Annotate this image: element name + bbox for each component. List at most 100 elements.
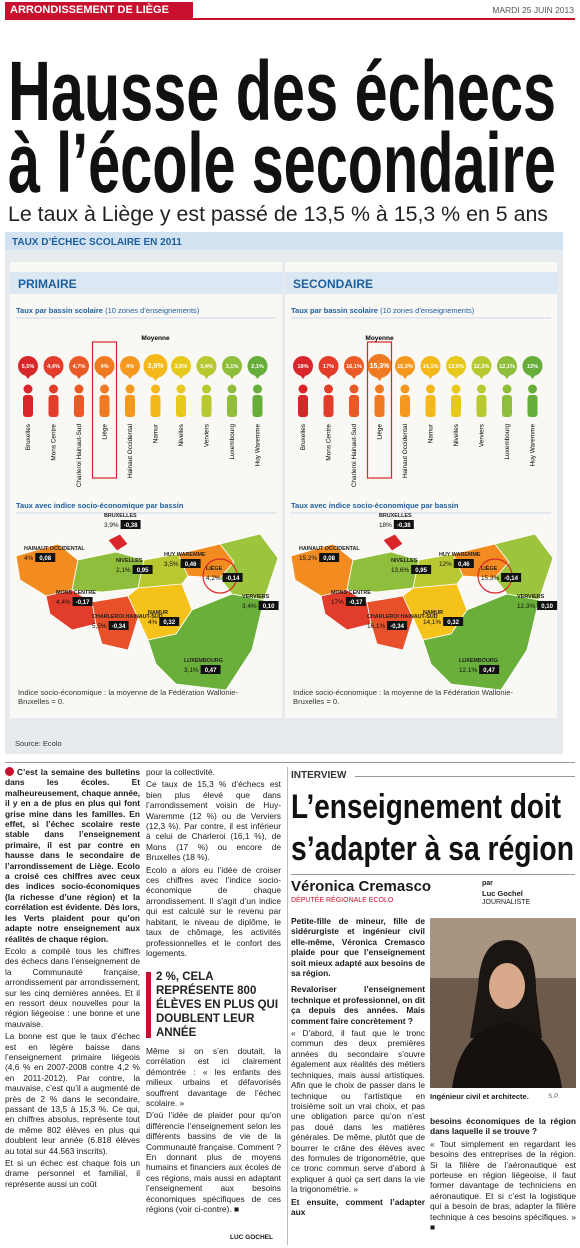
bubble-pointer: [50, 375, 57, 379]
article-column: C’est la semaine des bulletins dans les …: [5, 767, 140, 1245]
bubble-pointer: [152, 377, 159, 381]
index-box: [393, 520, 414, 529]
region-rate: 4,2%: [206, 575, 221, 582]
rate-bubble: [446, 356, 466, 376]
region-name: BRUXELLES: [104, 513, 137, 519]
rate-heading: Taux par bassin scolaire (10 zones d’ens…: [291, 306, 475, 315]
region-rate: 3,1%: [184, 667, 199, 674]
figure-body: [476, 395, 487, 417]
region-index: -0,38: [397, 523, 411, 529]
author-prefix: par: [482, 880, 493, 887]
interview-headline: L’enseignement doit s’adapter à sa régio…: [291, 788, 574, 868]
rate-value: 18%: [297, 364, 308, 370]
region-index: 0,95: [415, 568, 427, 574]
region-name: MONS CENTRE: [56, 590, 96, 596]
figure-head: [324, 384, 333, 394]
infographic-title-bar: [5, 232, 563, 250]
figure-head: [23, 384, 33, 394]
index-box: [537, 601, 558, 610]
index-box: [200, 665, 221, 674]
rate-bubble: [420, 356, 441, 376]
figure-body: [48, 395, 59, 417]
map: [290, 533, 554, 691]
region-index: 0,47: [205, 668, 217, 674]
author: Luc Gochel: [482, 889, 523, 898]
basin-name: Nivelles: [178, 424, 185, 446]
article-column: pour la collectivité. Ce taux de 15,3 % …: [146, 767, 281, 967]
region-rate: 15,2%: [299, 555, 317, 562]
index-box: [180, 559, 201, 568]
region-name: LUXEMBOURG: [459, 658, 498, 664]
infographic: TAUX D’ÉCHEC SCOLAIRE EN 2011 Source: Ec…: [5, 232, 563, 754]
region-rate: 4%: [148, 619, 158, 626]
interview-title-line: L’enseignement doit: [291, 788, 561, 826]
figure-head: [100, 384, 109, 394]
region-index: 0,46: [185, 562, 197, 568]
rate-value: 12,3%: [474, 364, 490, 370]
map-region: [137, 553, 189, 589]
region-name: VERVIERS: [517, 594, 545, 600]
paragraph: La bonne est que le taux d’échec est en …: [5, 1031, 140, 1156]
figure-head: [349, 384, 359, 394]
bubble-pointer: [229, 375, 235, 379]
article-lead: C’est la semaine des bulletins dans les …: [5, 767, 140, 944]
map-heading: Taux avec indice socio-économique par ba…: [16, 501, 184, 510]
rate-heading-main: Taux par bassin scolaire: [291, 306, 378, 315]
average-label: Moyenne: [365, 335, 394, 342]
region-index: -0,17: [349, 600, 363, 606]
rate-value: 3,1%: [226, 364, 239, 370]
pull-quote-bar: [146, 972, 151, 1038]
region-name: HAINAUT OCCIDENTAL: [24, 546, 85, 552]
figure-body: [298, 395, 308, 417]
region-index: 0,95: [137, 568, 149, 574]
rate-bubble: [367, 354, 392, 378]
question: Revaloriser l’enseignement technique et …: [291, 984, 425, 1026]
region-index: -0,38: [124, 523, 138, 529]
region-rate: 12,3%: [517, 603, 535, 610]
region-rate: 4%: [24, 555, 34, 562]
region-index: 0,32: [163, 620, 175, 626]
region-name: LUXEMBOURG: [184, 658, 223, 664]
index-box: [108, 621, 129, 630]
paragraph: Ecolo a alors eu l’idée de croiser ces c…: [146, 864, 281, 958]
basin-name: Namur: [153, 423, 160, 443]
bubble-pointer: [351, 375, 357, 379]
basin-name: Bruxelles: [300, 424, 307, 450]
region-index: -0,14: [504, 576, 518, 582]
index-box: [35, 553, 56, 562]
interview-intro: Petite-fille de mineur, fille de sidérur…: [291, 916, 425, 979]
region-name: VERVIERS: [242, 594, 270, 600]
rate-value: 14,1%: [423, 364, 439, 370]
region-name: NAMUR: [148, 610, 168, 616]
figure-head: [298, 384, 308, 394]
basin-name: Nivelles: [453, 424, 460, 446]
rate-bubble: [43, 356, 64, 376]
rate-value: 3,5%: [175, 364, 188, 370]
map-region: [412, 553, 464, 589]
answer: « Tout simplement en regardant les besoi…: [430, 1138, 576, 1233]
rate-value: 2,1%: [251, 364, 264, 370]
bubble-pointer: [427, 375, 434, 379]
index-box: [258, 601, 279, 610]
figure-head: [202, 384, 211, 394]
figure-head: [227, 384, 237, 394]
rate-value: 12,1%: [499, 364, 515, 370]
region-index: 0,47: [483, 668, 495, 674]
question: Et ensuite, comment l’adapter aux: [291, 1196, 425, 1217]
region-index: -0,14: [226, 576, 240, 582]
basin-name: Charleroi Hainaut-Sud: [76, 424, 83, 488]
photo-credit: S.P.: [548, 1093, 560, 1100]
region-rate: 5,5%: [92, 623, 107, 630]
basin-name: Luxembourg: [504, 424, 511, 460]
paragraph: Même si on s’en doutait, la corrélation …: [146, 1046, 281, 1109]
region-name: NIVELLES: [391, 558, 418, 564]
rate-value: 16,1%: [346, 364, 362, 370]
bubble-pointer: [101, 375, 108, 379]
figure-body: [74, 395, 84, 417]
photo-caption: Ingénieur civil et architecte.: [430, 1092, 529, 1101]
region-rate: 12,1%: [459, 667, 477, 674]
interview-column: Petite-fille de mineur, fille de sidérur…: [291, 916, 425, 1246]
headline-block: Hausse des échecs à l’école secondaire L…: [8, 44, 556, 226]
basin-name: Liège: [102, 424, 109, 440]
